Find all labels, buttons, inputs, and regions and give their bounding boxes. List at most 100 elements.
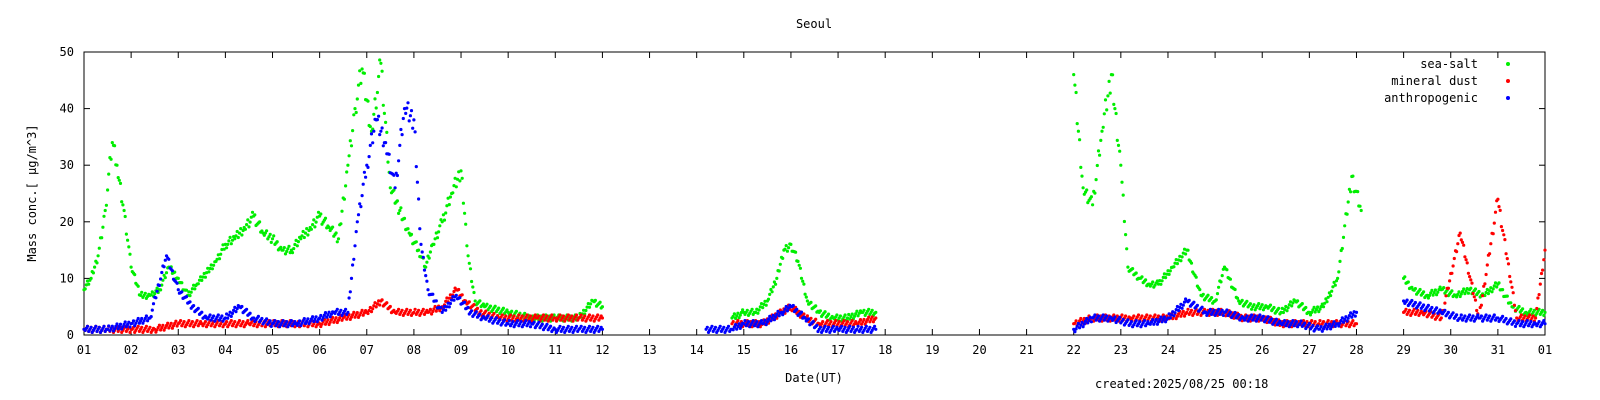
anthropogenic-point	[150, 308, 154, 312]
sea-salt-point	[1074, 90, 1078, 95]
sea-salt-point	[1072, 73, 1076, 77]
anthropogenic-point	[408, 114, 412, 118]
anthropogenic-point	[1096, 314, 1101, 318]
sea-salt-point	[236, 235, 240, 240]
anthropogenic-point	[1341, 320, 1346, 324]
sea-salt-point	[110, 141, 114, 145]
anthropogenic-point	[371, 141, 375, 145]
sea-salt-point	[101, 225, 105, 229]
sea-salt-point	[1186, 248, 1190, 252]
footer-created: created:2025/08/25 00:18	[1095, 377, 1268, 391]
anthropogenic-point	[452, 298, 456, 302]
anthropogenic-point	[527, 320, 532, 324]
anthropogenic-point	[848, 324, 852, 328]
anthropogenic-point	[1179, 302, 1183, 306]
sea-salt-point	[1483, 293, 1487, 298]
sea-salt-point	[1162, 272, 1166, 276]
mineral-dust-point	[1501, 228, 1505, 233]
mineral-dust-point	[516, 316, 520, 320]
anthropogenic-point	[289, 319, 293, 323]
sea-salt-point	[1085, 188, 1089, 192]
sea-salt-point	[1233, 287, 1237, 292]
mineral-dust-point	[1153, 313, 1157, 317]
sea-salt-point	[424, 265, 428, 269]
x-tick-label: 23	[1114, 343, 1128, 357]
mineral-dust-point	[1466, 271, 1470, 275]
anthropogenic-point	[478, 312, 482, 316]
sea-salt-point	[501, 306, 505, 310]
anthropogenic-point	[1504, 316, 1508, 321]
anthropogenic-point	[269, 324, 273, 328]
sea-salt-point	[344, 184, 348, 188]
sea-salt-point	[397, 211, 401, 215]
mineral-dust-point	[190, 320, 194, 324]
anthropogenic-point	[1537, 320, 1541, 324]
sea-salt-point	[139, 293, 143, 297]
anthropogenic-point	[398, 143, 402, 147]
sea-salt-point	[1488, 289, 1492, 293]
mineral-dust-point	[1542, 258, 1546, 262]
mineral-dust-point	[1444, 294, 1448, 298]
anthropogenic-point	[1250, 313, 1254, 317]
sea-salt-point	[1337, 270, 1341, 274]
anthropogenic-point	[281, 319, 285, 323]
anthropogenic-point	[1329, 327, 1333, 331]
anthropogenic-point	[450, 298, 454, 302]
sea-salt-point	[1164, 276, 1168, 280]
anthropogenic-point	[328, 315, 332, 319]
anthropogenic-point	[738, 326, 742, 330]
anthropogenic-point	[1129, 320, 1133, 324]
mineral-dust-point	[1407, 308, 1412, 312]
sea-salt-point	[1194, 275, 1198, 279]
anthropogenic-point	[1180, 306, 1184, 310]
anthropogenic-point	[1468, 313, 1472, 317]
sea-salt-point	[1100, 129, 1104, 133]
mineral-dust-point	[433, 304, 437, 309]
sea-salt-point	[1501, 288, 1505, 292]
anthropogenic-point	[1245, 314, 1249, 318]
anthropogenic-point	[591, 325, 595, 329]
anthropogenic-point	[226, 316, 230, 320]
sea-salt-point	[1325, 300, 1329, 304]
anthropogenic-point	[1291, 319, 1295, 323]
anthropogenic-point	[133, 324, 137, 328]
sea-salt-point	[385, 130, 389, 134]
sea-salt-point	[1435, 293, 1439, 297]
sea-salt-point	[1098, 153, 1102, 157]
anthropogenic-point	[1435, 306, 1439, 310]
sea-salt-point	[160, 283, 164, 287]
sea-salt-point	[867, 307, 871, 311]
mineral-dust-point	[869, 317, 873, 321]
mineral-dust-point	[1504, 252, 1508, 256]
anthropogenic-point	[1153, 320, 1157, 324]
mineral-dust-point	[372, 304, 376, 308]
anthropogenic-point	[759, 319, 764, 323]
mineral-dust-point	[136, 324, 140, 328]
sea-salt-point	[354, 110, 358, 115]
anthropogenic-point	[1345, 319, 1349, 323]
mineral-dust-point	[1536, 296, 1540, 300]
x-tick-label: 15	[737, 343, 751, 357]
mineral-dust-point	[533, 313, 537, 317]
anthropogenic-point	[252, 316, 256, 320]
anthropogenic-point	[1278, 319, 1282, 323]
sea-salt-point	[352, 113, 356, 117]
sea-salt-point	[292, 247, 296, 251]
sea-salt-point	[301, 229, 305, 234]
anthropogenic-point	[776, 309, 780, 313]
anthropogenic-point	[372, 129, 376, 133]
anthropogenic-point	[470, 309, 474, 313]
sea-salt-point	[1096, 149, 1101, 153]
sea-salt-point	[1341, 235, 1346, 239]
anthropogenic-point	[851, 325, 856, 329]
anthropogenic-point	[245, 307, 249, 311]
sea-salt-point	[493, 304, 497, 308]
sea-salt-point	[188, 294, 192, 298]
sea-salt-point	[848, 317, 852, 321]
mineral-dust-point	[1489, 242, 1493, 246]
anthropogenic-point	[1319, 325, 1323, 329]
anthropogenic-point	[123, 320, 127, 324]
anthropogenic-point	[256, 314, 260, 318]
mineral-dust-point	[1528, 313, 1532, 317]
anthropogenic-point	[268, 319, 272, 323]
